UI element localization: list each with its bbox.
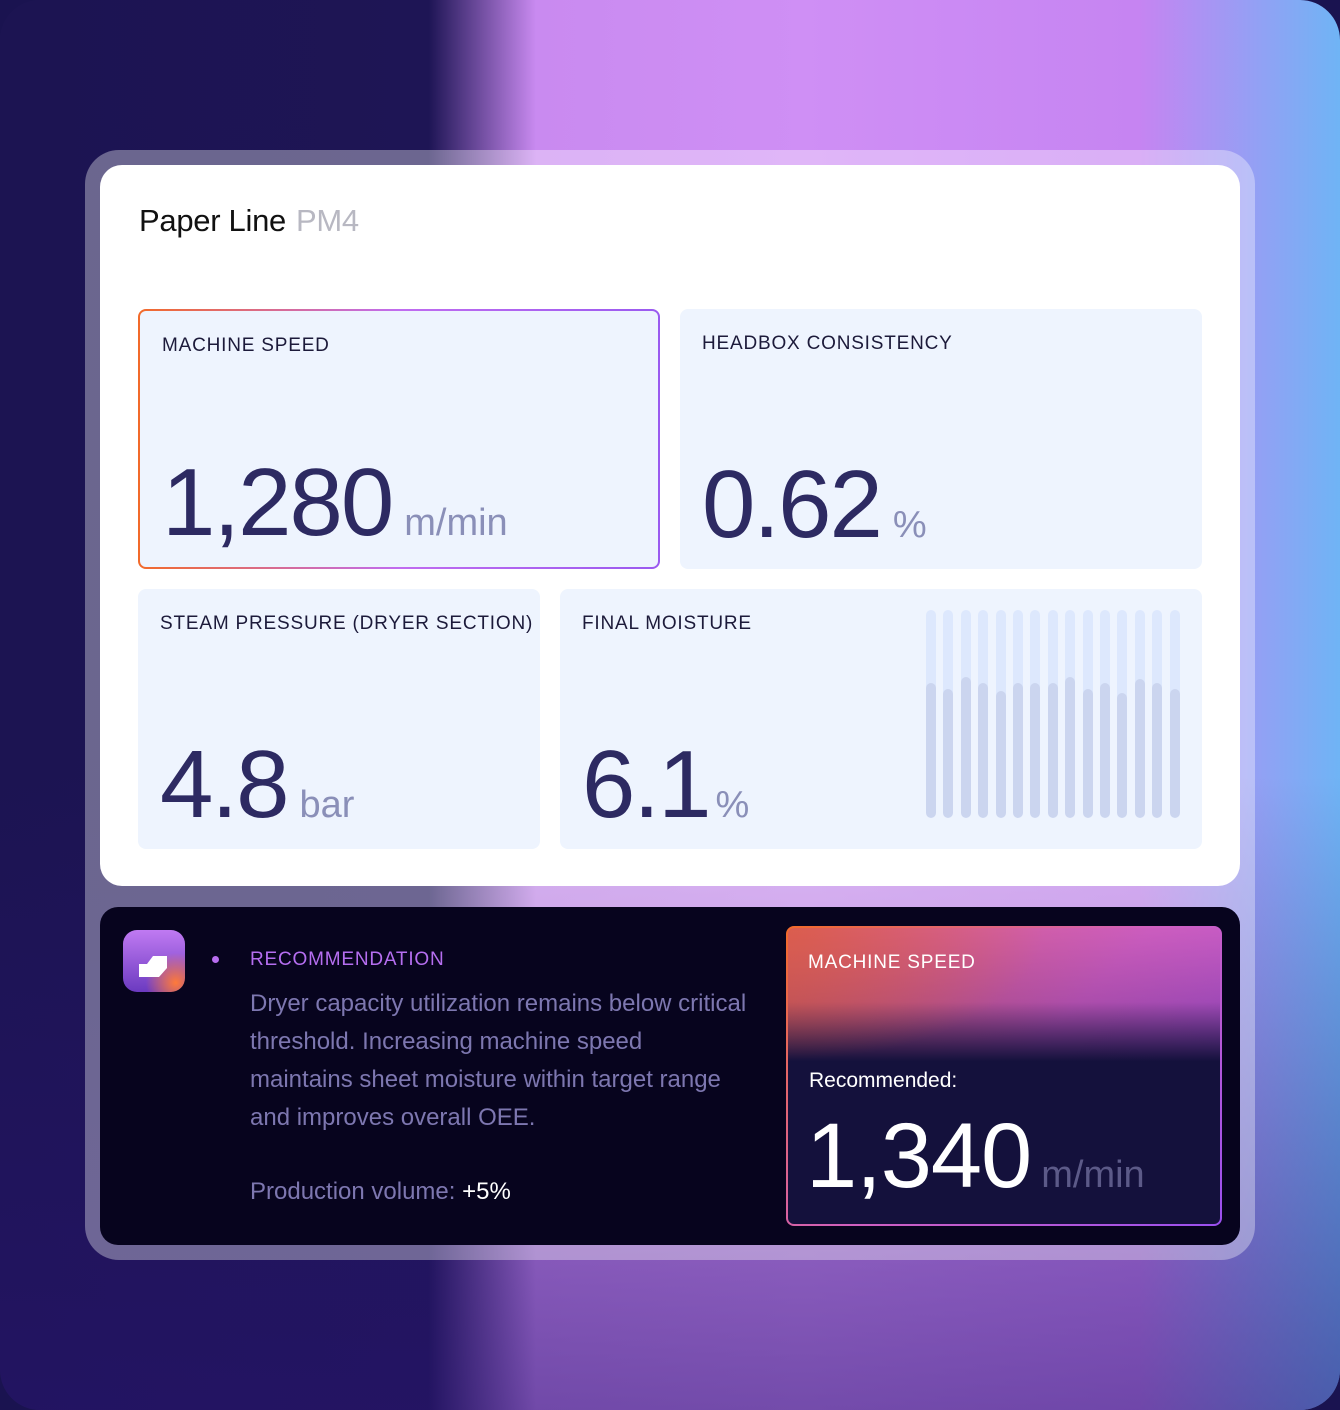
metric-value: 1,280 m/min — [162, 455, 508, 551]
sparkline-bar — [1169, 610, 1180, 818]
sparkline-bar — [1013, 610, 1023, 818]
value-text: 0.62 — [702, 451, 883, 558]
sparkline-bar-fill — [926, 682, 936, 818]
rec-card-label: MACHINE SPEED — [808, 952, 976, 973]
sparkline-bar — [978, 610, 989, 818]
sparkline-bar-fill — [995, 691, 1006, 818]
metric-value: 4.8 bar — [160, 737, 354, 833]
unit-text: m/min — [1041, 1154, 1145, 1196]
sparkline-bar — [1100, 610, 1110, 818]
unit-text: % — [892, 504, 927, 546]
sparkline-bar-fill — [1030, 682, 1041, 818]
sparkline-bar — [943, 610, 954, 818]
unit-text: bar — [299, 784, 355, 826]
moisture-sparkline — [926, 610, 1183, 818]
metric-value: 0.62% — [702, 457, 927, 553]
sparkline-bar-fill — [943, 689, 954, 818]
page-title: Paper Line PM4 — [139, 203, 359, 239]
sparkline-bar — [1030, 610, 1041, 818]
recommendation-text: Dryer capacity utilization remains below… — [250, 990, 747, 1131]
title-text: Paper Line — [139, 203, 286, 238]
production-impact: Production volume: +5% — [250, 1178, 511, 1206]
sparkline-bar-fill — [1082, 689, 1093, 818]
sparkline-bar-fill — [1152, 682, 1163, 818]
sparkline-bar-fill — [978, 682, 989, 818]
unit-text: m/min — [404, 502, 508, 544]
sparkline-bar — [995, 610, 1006, 818]
sparkline-bar — [1082, 610, 1093, 818]
sparkline-bar-fill — [960, 676, 971, 818]
sparkline-bar — [1047, 610, 1058, 818]
sparkline-bar-fill — [1169, 689, 1180, 818]
sparkline-bar-fill — [1013, 682, 1023, 818]
metric-machine-speed[interactable]: MACHINE SPEED 1,280 m/min — [138, 309, 660, 569]
sparkline-bar — [1065, 610, 1076, 818]
unit-text: % — [715, 784, 750, 826]
metric-steam-pressure[interactable]: STEAM PRESSURE (DRYER SECTION) 4.8 bar — [138, 589, 540, 849]
sparkline-bar-fill — [1100, 682, 1110, 818]
app-logo-icon — [123, 930, 185, 992]
paper-line-card: Paper Line PM4 MACHINE SPEED 1,280 m/min H… — [100, 165, 1240, 886]
sparkline-bar-fill — [1134, 678, 1145, 818]
sparkline-bar — [960, 610, 971, 818]
impact-label: Production volume: — [250, 1178, 456, 1205]
sparkline-bar-fill — [1065, 676, 1076, 818]
metric-label: STEAM PRESSURE (DRYER SECTION) — [160, 613, 534, 634]
bullet-dot-icon — [212, 956, 219, 963]
sparkline-bar-fill — [1047, 682, 1058, 818]
value-text: 6.1 — [582, 731, 711, 838]
impact-value: +5% — [462, 1178, 511, 1205]
sparkline-bar — [1117, 610, 1128, 818]
recommended-value: 1,340 m/min — [806, 1110, 1145, 1202]
value-text: 1,340 — [806, 1105, 1032, 1207]
recommendation-label: RECOMMENDATION — [250, 949, 445, 970]
metric-label: FINAL MOISTURE — [582, 613, 752, 634]
metric-final-moisture[interactable]: FINAL MOISTURE 6.1% — [560, 589, 1202, 849]
metric-label: MACHINE SPEED — [162, 335, 330, 356]
sparkline-bar — [1152, 610, 1163, 818]
line-id: PM4 — [295, 203, 359, 238]
value-text: 4.8 — [160, 731, 289, 838]
recommended-speed-card[interactable]: MACHINE SPEED Recommended: 1,340 m/min — [786, 926, 1222, 1226]
sparkline-bar — [926, 610, 936, 818]
value-text: 1,280 — [162, 449, 394, 556]
metric-headbox-consistency[interactable]: HEADBOX CONSISTENCY 0.62% — [680, 309, 1202, 569]
metric-label: HEADBOX CONSISTENCY — [702, 333, 953, 354]
sparkline-bar — [1134, 610, 1145, 818]
recommended-label: Recommended: — [809, 1069, 958, 1092]
metric-value: 6.1% — [582, 737, 749, 833]
recommendation-panel: RECOMMENDATION Dryer capacity utilizatio… — [100, 907, 1240, 1245]
sparkline-bar-fill — [1117, 693, 1128, 818]
